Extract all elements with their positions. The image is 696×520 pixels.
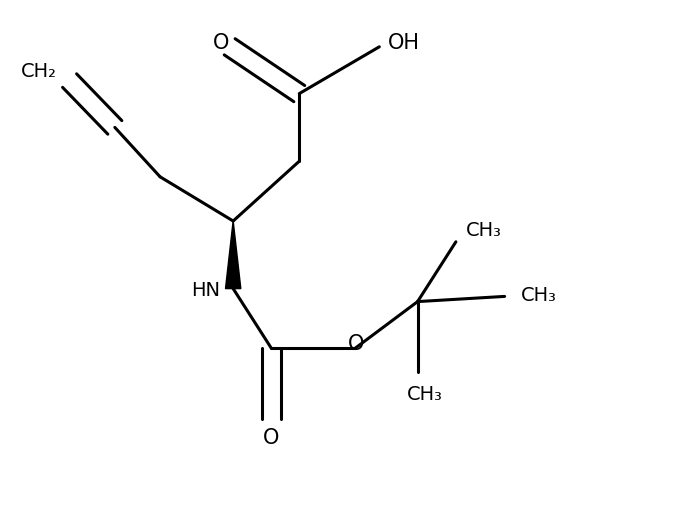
Text: HN: HN	[191, 281, 220, 300]
Text: CH₃: CH₃	[406, 385, 443, 404]
Text: CH₃: CH₃	[521, 286, 557, 305]
Text: O: O	[263, 428, 280, 448]
Text: OH: OH	[388, 33, 420, 53]
Text: CH₂: CH₂	[21, 62, 57, 81]
Text: O: O	[213, 33, 230, 53]
Polygon shape	[226, 221, 241, 289]
Text: CH₃: CH₃	[466, 222, 503, 240]
Text: O: O	[348, 334, 365, 354]
